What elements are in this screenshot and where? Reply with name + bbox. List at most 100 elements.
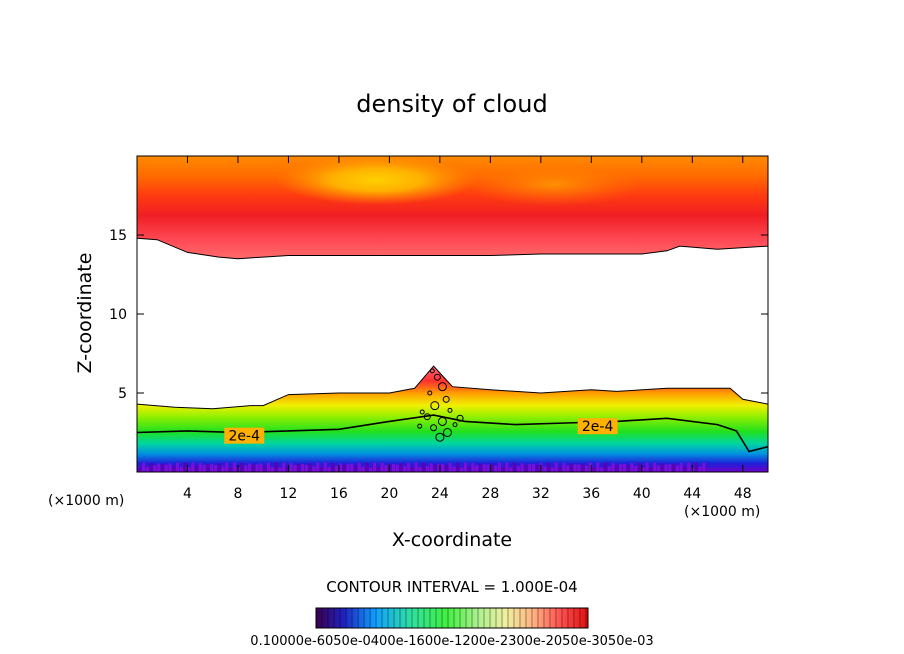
colorbar-fill bbox=[316, 608, 588, 628]
speckle-cell bbox=[622, 463, 626, 472]
speckle-cell bbox=[634, 466, 638, 472]
speckle-cell bbox=[615, 465, 619, 472]
speckle-cell bbox=[566, 465, 570, 472]
contour-label-bg bbox=[224, 427, 265, 444]
x-tick-label: 28 bbox=[481, 486, 499, 502]
speckle-cell bbox=[232, 462, 236, 472]
speckle-cell bbox=[410, 467, 414, 472]
colorbar-stripes bbox=[315, 608, 587, 628]
speckle-cell bbox=[619, 463, 623, 472]
speckle-cell bbox=[403, 465, 407, 472]
convective-contour bbox=[442, 428, 452, 437]
speckle-cell bbox=[418, 467, 422, 472]
speckle-cell bbox=[221, 466, 225, 472]
contour-interval-text: CONTOUR INTERVAL = 1.000E-04 bbox=[326, 578, 577, 596]
speckle-cell bbox=[675, 465, 679, 472]
speckle-cell bbox=[698, 466, 702, 472]
contour-label-bg bbox=[577, 418, 618, 435]
x-tick-label: 20 bbox=[380, 486, 398, 502]
speckle-cell bbox=[532, 463, 536, 472]
speckle-cell bbox=[494, 465, 498, 472]
speckle-cell bbox=[437, 464, 441, 472]
speckle-cell bbox=[429, 463, 433, 472]
contour-label: 2e-4 bbox=[229, 429, 261, 445]
speckle-cell bbox=[475, 465, 479, 472]
speckle-cell bbox=[301, 463, 305, 472]
speckle-cell bbox=[399, 463, 403, 472]
speckle-cell bbox=[558, 466, 562, 472]
speckle-cell bbox=[672, 463, 676, 472]
speckle-cell bbox=[202, 464, 206, 472]
y-tick-label: 10 bbox=[109, 307, 127, 323]
x-tick-label: 16 bbox=[330, 486, 348, 502]
speckle-cell bbox=[225, 462, 229, 472]
speckle-cell bbox=[168, 463, 172, 472]
convective-contour bbox=[447, 407, 453, 413]
speckle-cell bbox=[656, 465, 660, 472]
speckle-cell bbox=[471, 462, 475, 472]
speckle-cell bbox=[683, 466, 687, 472]
speckle-cell bbox=[319, 467, 323, 472]
convective-contour bbox=[429, 368, 435, 374]
convective-cell-contours bbox=[417, 368, 464, 442]
speckle-cell bbox=[562, 462, 566, 472]
speckle-cell bbox=[282, 462, 286, 472]
upper-layer-boundary bbox=[137, 237, 768, 260]
speckle-cell bbox=[554, 462, 558, 472]
convective-contour bbox=[452, 422, 458, 428]
speckle-cell bbox=[547, 462, 551, 472]
colorbar bbox=[315, 607, 589, 629]
speckle-cell bbox=[607, 466, 611, 472]
speckle-cell bbox=[384, 465, 388, 472]
speckle-cell bbox=[588, 462, 592, 472]
speckle-cell bbox=[244, 465, 248, 472]
speckle-cell bbox=[641, 467, 645, 472]
x-tick-label: 8 bbox=[233, 486, 242, 502]
speckle-cell bbox=[259, 463, 263, 472]
speckle-cell bbox=[304, 464, 308, 472]
speckle-cell bbox=[145, 466, 149, 472]
speckle-cell bbox=[543, 466, 547, 472]
speckle-cell bbox=[395, 464, 399, 472]
convective-contour bbox=[433, 373, 441, 381]
speckle-cell bbox=[206, 464, 210, 472]
speckle-cell bbox=[486, 464, 490, 472]
speckle-cell bbox=[297, 463, 301, 472]
convective-contour bbox=[427, 390, 433, 396]
y-axis-ticks: 5 10 15 bbox=[109, 228, 768, 402]
speckle-cell bbox=[240, 462, 244, 472]
speckle-cell bbox=[463, 462, 467, 472]
speckle-cell bbox=[407, 462, 411, 472]
speckle-cell bbox=[361, 466, 365, 472]
x-tick-label: 4 bbox=[183, 486, 192, 502]
speckle-cell bbox=[323, 462, 327, 472]
speckle-cell bbox=[346, 464, 350, 472]
x-tick-label: 44 bbox=[683, 486, 701, 502]
speckle-cell bbox=[645, 462, 649, 472]
speckle-cell bbox=[679, 462, 683, 472]
speckle-cell bbox=[164, 464, 168, 472]
speckle-cell bbox=[350, 463, 354, 472]
speckle-cell bbox=[535, 465, 539, 472]
convective-contour bbox=[419, 409, 425, 415]
x-axis-ticks: 4 8 12 16 20 24 28 32 36 40 44 48 bbox=[183, 156, 752, 502]
speckle-cell bbox=[528, 463, 532, 472]
convective-contour bbox=[442, 395, 450, 403]
speckle-cell bbox=[278, 467, 282, 472]
speckle-cell bbox=[316, 462, 320, 472]
speckle-cell bbox=[149, 462, 153, 472]
speckle-cell bbox=[183, 462, 187, 472]
speckle-cell bbox=[179, 467, 183, 472]
chart-title: density of cloud bbox=[356, 90, 547, 118]
speckle-cell bbox=[660, 463, 664, 472]
speckle-cell bbox=[191, 462, 195, 472]
speckle-cell bbox=[263, 465, 267, 472]
speckle-cell bbox=[516, 466, 520, 472]
speckle-cell bbox=[153, 465, 157, 472]
speckle-cell bbox=[490, 463, 494, 472]
speckle-cell bbox=[630, 463, 634, 472]
speckle-cell bbox=[482, 464, 486, 472]
speckle-cell bbox=[581, 463, 585, 472]
lower-layer-speckle bbox=[138, 462, 706, 472]
